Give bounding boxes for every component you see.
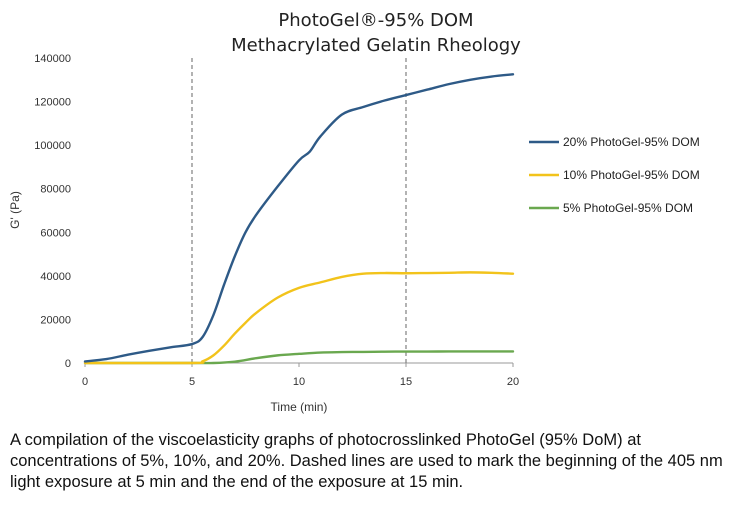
x-tick-label: 20 [507, 376, 519, 388]
y-tick-label: 0 [65, 358, 71, 370]
legend-label: 20% PhotoGel-95% DOM [563, 135, 700, 149]
legend: 20% PhotoGel-95% DOM 10% PhotoGel-95% DOM… [529, 135, 700, 215]
y-tick-label: 120000 [34, 97, 71, 109]
chart-subtitle: Methacrylated Gelatin Rheology [231, 35, 521, 56]
x-axis-title: Time (min) [271, 400, 328, 414]
y-tick-label: 60000 [40, 227, 71, 239]
y-tick-label: 140000 [34, 53, 71, 65]
y-tick-label: 100000 [34, 140, 71, 152]
chart-title: PhotoGel®-95% DOM [278, 10, 473, 31]
x-tick-label: 10 [293, 376, 305, 388]
y-axis-title: G' (Pa) [8, 191, 22, 229]
chart-area: PhotoGel®-95% DOM Methacrylated Gelatin … [8, 10, 700, 414]
y-tick-label: 20000 [40, 314, 71, 326]
y-tick-label: 80000 [40, 184, 71, 196]
plot-layer: 0 20000 40000 60000 80000 100000 120000 140000 0… [34, 53, 519, 388]
x-tick-label: 0 [82, 376, 88, 388]
series-line [83, 271, 515, 365]
y-tick-label: 40000 [40, 271, 71, 283]
legend-label: 5% PhotoGel-95% DOM [563, 201, 693, 215]
series-line [83, 350, 515, 365]
rheology-chart: PhotoGel®-95% DOM Methacrylated Gelatin … [8, 10, 700, 414]
x-tick-label: 15 [400, 376, 412, 388]
series-line [83, 73, 515, 363]
legend-label: 10% PhotoGel-95% DOM [563, 168, 700, 182]
x-tick-label: 5 [189, 376, 195, 388]
figure-caption: A compilation of the viscoelasticity gra… [10, 431, 723, 491]
